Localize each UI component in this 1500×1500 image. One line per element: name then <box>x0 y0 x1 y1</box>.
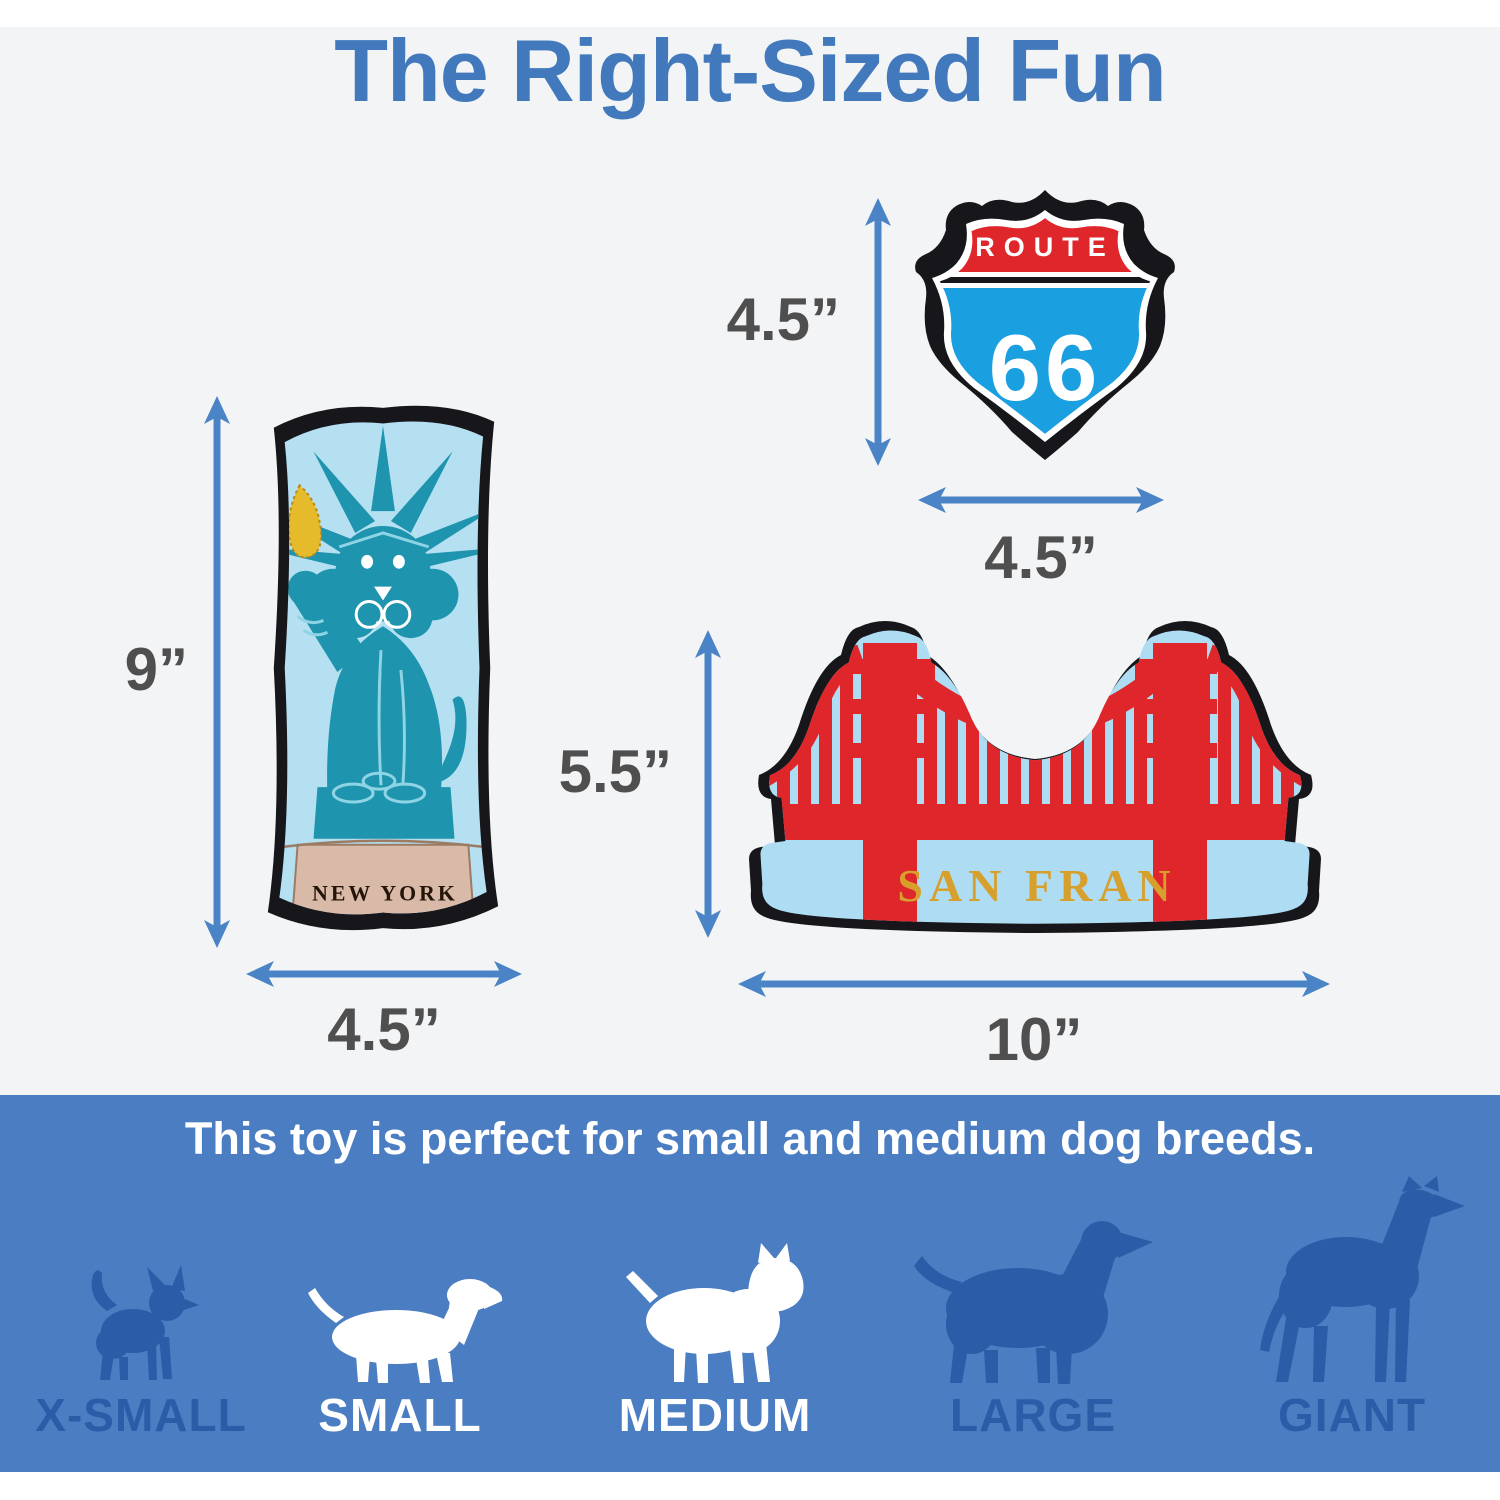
size-label-large: LARGE <box>950 1389 1116 1441</box>
route66-height-label: 4.5” <box>726 286 840 353</box>
torch-flame <box>287 483 323 559</box>
chihuahua-icon <box>91 1265 199 1380</box>
san-fran-text: SAN FRAN <box>897 860 1176 911</box>
great-dane-icon <box>1260 1176 1465 1382</box>
route-text: ROUTE <box>975 232 1115 262</box>
statue-height-label: 9” <box>124 636 188 703</box>
bridge-width-label: 10” <box>985 1006 1083 1073</box>
bridge-height-label: 5.5” <box>558 738 672 805</box>
new-york-text: NEW YORK <box>312 881 458 905</box>
size-label-giant: GIANT <box>1277 1389 1427 1441</box>
size-label-x-small: X-SMALL <box>35 1389 247 1441</box>
banner-message: This toy is perfect for small and medium… <box>184 1113 1316 1164</box>
page-title: The Right-Sized Fun <box>334 21 1167 120</box>
statue-pedestal: NEW YORK <box>283 839 483 915</box>
statue-dog-face <box>361 554 405 601</box>
bridge-towers <box>760 643 1310 924</box>
route66-height-arrow <box>865 198 891 466</box>
bull-terrier-icon <box>626 1243 804 1383</box>
size-label-medium: MEDIUM <box>618 1389 812 1441</box>
dachshund-icon <box>308 1279 503 1383</box>
size-label-small: SMALL <box>318 1389 482 1441</box>
bridge-height-arrow <box>695 630 721 938</box>
route66-width-arrow <box>918 487 1164 513</box>
route-66-toy: ROUTE 66 <box>915 190 1175 460</box>
statue-width-label: 4.5” <box>327 996 441 1063</box>
bridge-width-arrow <box>738 971 1330 997</box>
spaniel-icon <box>914 1221 1153 1384</box>
statue-width-arrow <box>246 961 522 987</box>
route66-width-label: 4.5” <box>984 524 1098 591</box>
route-number-text: 66 <box>989 315 1102 420</box>
statue-height-arrow <box>204 396 230 948</box>
statue-of-liberty-toy: NEW YORK <box>267 405 499 931</box>
golden-gate-bridge-toy: SAN FRAN <box>749 621 1321 933</box>
